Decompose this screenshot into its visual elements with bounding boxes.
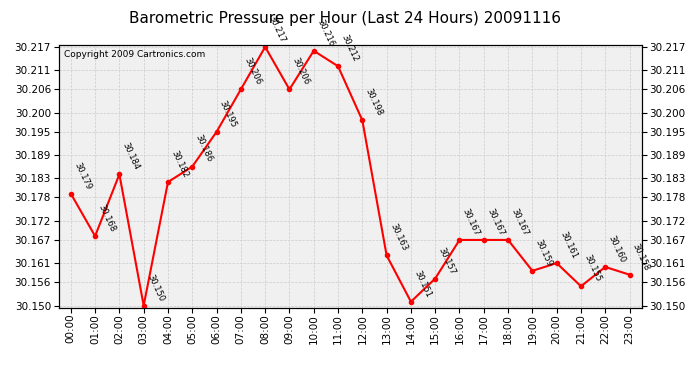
Text: 30.159: 30.159 xyxy=(534,238,554,268)
Text: 30.206: 30.206 xyxy=(290,56,311,87)
Text: 30.186: 30.186 xyxy=(194,134,214,164)
Text: 30.157: 30.157 xyxy=(437,246,457,276)
Text: 30.167: 30.167 xyxy=(509,207,530,237)
Text: Barometric Pressure per Hour (Last 24 Hours) 20091116: Barometric Pressure per Hour (Last 24 Ho… xyxy=(129,11,561,26)
Text: 30.216: 30.216 xyxy=(315,18,335,48)
Text: 30.160: 30.160 xyxy=(607,234,627,264)
Text: 30.151: 30.151 xyxy=(413,269,433,299)
Text: Copyright 2009 Cartronics.com: Copyright 2009 Cartronics.com xyxy=(64,50,206,59)
Text: 30.212: 30.212 xyxy=(339,33,359,63)
Text: 30.182: 30.182 xyxy=(169,149,190,179)
Text: 30.155: 30.155 xyxy=(582,254,603,284)
Text: 30.168: 30.168 xyxy=(97,203,117,233)
Text: 30.150: 30.150 xyxy=(145,273,166,303)
Text: 30.158: 30.158 xyxy=(631,242,651,272)
Text: 30.163: 30.163 xyxy=(388,222,408,253)
Text: 30.195: 30.195 xyxy=(218,99,238,129)
Text: 30.206: 30.206 xyxy=(242,56,263,87)
Text: 30.161: 30.161 xyxy=(558,230,578,260)
Text: 30.184: 30.184 xyxy=(121,141,141,171)
Text: 30.198: 30.198 xyxy=(364,87,384,117)
Text: 30.217: 30.217 xyxy=(266,14,287,44)
Text: 30.179: 30.179 xyxy=(72,160,92,191)
Text: 30.167: 30.167 xyxy=(461,207,482,237)
Text: 30.167: 30.167 xyxy=(485,207,506,237)
